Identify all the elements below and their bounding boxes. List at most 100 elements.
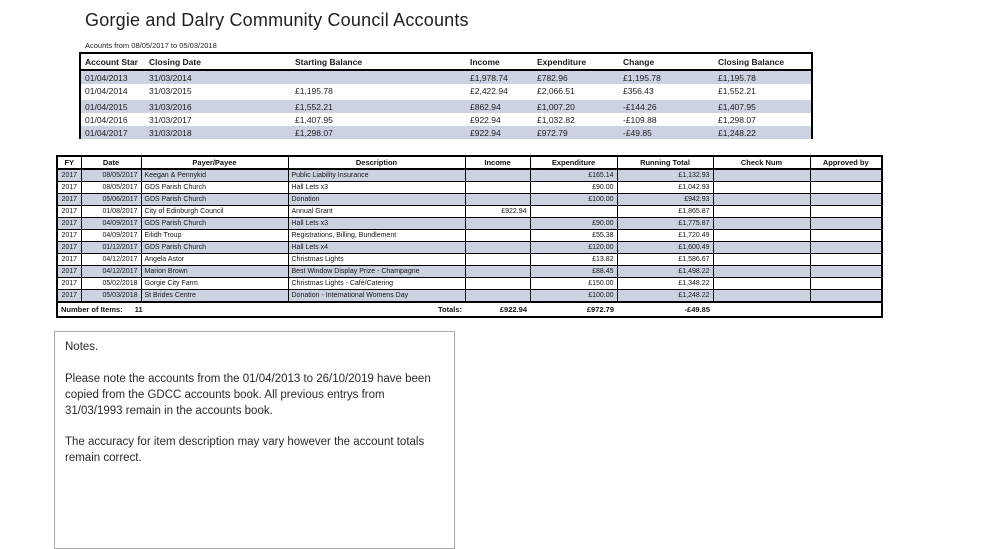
closing-date-cell: 31/03/2018 [145, 126, 291, 139]
description-cell: Hall Lets x3 [287, 217, 466, 230]
income-cell: £922.94 [466, 126, 533, 139]
ledger-row: 2017 08/05/2017 Keegan & Pennykid Public Li… [56, 168, 883, 182]
date-cell: 01/12/2017 [80, 241, 142, 254]
ledger-row: 2017 08/05/2017 GDS Parish Church Hall Lets… [56, 181, 883, 194]
date-cell: 08/05/2017 [80, 168, 142, 182]
expenditure-cell: £88.45 [529, 265, 618, 278]
summary-table-body: 01/04/2013 31/03/2014 £1,978.74 £782.96 £1,1… [81, 70, 811, 139]
approved-by-cell [809, 277, 883, 290]
running-total-cell: £1,865.87 [616, 205, 714, 218]
starting-balance-cell: £1,195.78 [295, 86, 333, 96]
expenditure-cell: £120.00 [529, 241, 618, 254]
approved-by-cell [809, 168, 883, 182]
summary-col-change: Change [619, 54, 714, 71]
fy-cell: 2017 [56, 289, 82, 303]
fy-cell: 2017 [56, 253, 82, 266]
running-total-cell: £1,586.67 [616, 253, 714, 266]
running-total-cell: £1,498.22 [616, 265, 714, 278]
income-cell: £922.94 [470, 115, 501, 125]
ledger-row: 2017 04/09/2017 Eilidh Troup Registrations,… [56, 229, 883, 242]
income-cell: £2,422.94 [470, 86, 508, 96]
income-cell [464, 277, 531, 290]
closing-balance-cell: £1,195.78 [714, 70, 811, 84]
change-cell: £1,195.78 [619, 70, 714, 84]
description-cell: Registrations, Billing, Bundlement [287, 229, 466, 242]
payer-payee-cell: Keegan & Pennykid [140, 168, 289, 182]
approved-by-cell [809, 181, 883, 194]
change-cell: -£49.85 [619, 126, 714, 139]
starting-balance-cell: £1,298.07 [291, 126, 466, 139]
expenditure-cell: £1,032.82 [537, 115, 575, 125]
payer-payee-cell: Gorgie City Farm [140, 277, 289, 290]
fy-cell: 2017 [56, 265, 82, 278]
income-cell [464, 217, 531, 230]
check-num-cell [712, 265, 811, 278]
date-cell: 04/12/2017 [80, 265, 142, 278]
payer-payee-cell: GDS Parish Church [140, 241, 289, 254]
fy-cell: 2017 [56, 168, 82, 182]
date-cell: 05/02/2018 [80, 277, 142, 290]
payer-payee-cell: GDS Parish Church [140, 181, 289, 194]
date-cell: 08/05/2017 [80, 181, 142, 194]
summary-row: 01/04/2015 31/03/2016 £1,552.21 £862.94 £1,0… [81, 100, 811, 113]
ledger-row: 2017 05/03/2018 St Brides Centre Donation -… [56, 289, 883, 303]
payer-payee-cell: City of Edinburgh Council [140, 205, 289, 218]
approved-by-total-cell [810, 301, 882, 317]
expenditure-cell: £100.00 [529, 193, 618, 206]
notes-box: Notes. Please note the accounts from the… [54, 331, 455, 549]
date-cell: 01/08/2017 [80, 205, 142, 218]
description-cell: Public Liability Insurance [287, 168, 466, 182]
page-title: Gorgie and Dalry Community Council Accou… [85, 10, 469, 30]
payer-payee-cell: St Brides Centre [140, 289, 289, 303]
starting-balance-cell: £1,407.95 [295, 115, 333, 125]
expenditure-cell: £2,066.51 [537, 86, 575, 96]
check-num-cell [712, 205, 811, 218]
fy-cell: 2017 [56, 181, 82, 194]
summary-header-row: Account Star Closing Date Starting Balan… [81, 54, 811, 71]
check-num-cell [712, 168, 811, 182]
income-cell [464, 253, 531, 266]
running-total-cell: £1,720.49 [616, 229, 714, 242]
summary-col-closing-date: Closing Date [145, 54, 291, 71]
summary-row: 01/04/2016 31/03/2017 £1,407.95 £922.94 £1,0… [81, 113, 811, 126]
payer-payee-cell: GDS Parish Church [140, 217, 289, 230]
items-count-label: Number of Items: [61, 305, 123, 314]
ledger-table: FY Date Payer/Payee Description Income E… [56, 155, 883, 318]
change-cell: -£144.26 [619, 100, 714, 113]
income-cell [464, 289, 531, 303]
summary-table: Account Star Closing Date Starting Balan… [81, 54, 811, 139]
expenditure-cell: £165.14 [529, 168, 618, 182]
check-num-cell [712, 217, 811, 230]
ledger-col-description: Description [287, 155, 466, 170]
summary-col-expenditure: Expenditure [533, 54, 619, 71]
income-cell [464, 265, 531, 278]
ledger-col-fy: FY [56, 155, 82, 170]
approved-by-cell [809, 205, 883, 218]
check-num-cell [712, 289, 811, 303]
ledger-items-count-cell: Number of Items: 11 [57, 301, 288, 317]
starting-balance-cell: £1,552.21 [291, 100, 466, 113]
income-total: £922.94 [465, 301, 530, 317]
change-cell: £356.43 [623, 86, 654, 96]
ledger-row: 2017 05/06/2017 GDS Parish Church Donation £… [56, 193, 883, 206]
ledger-row: 2017 01/12/2017 GDS Parish Church Hall Lets… [56, 241, 883, 254]
check-num-cell [712, 241, 811, 254]
ledger-col-income: Income [464, 155, 531, 170]
starting-balance-cell [291, 70, 466, 84]
summary-col-closing-balance: Closing Balance [714, 54, 811, 71]
fy-cell: 2017 [56, 241, 82, 254]
income-cell [464, 181, 531, 194]
running-total-cell: £1,775.87 [616, 217, 714, 230]
description-cell: Donation - International Womens Day [287, 289, 466, 303]
closing-date-cell: 31/03/2017 [149, 115, 192, 125]
ledger-header-row: FY Date Payer/Payee Description Income E… [56, 155, 883, 170]
income-cell [464, 241, 531, 254]
date-cell: 05/06/2017 [80, 193, 142, 206]
notes-paragraph: Please note the accounts from the 01/04/… [65, 372, 431, 417]
closing-balance-cell: £1,248.22 [714, 126, 811, 139]
payer-payee-cell: Marion Brown [140, 265, 289, 278]
ledger-table-container: FY Date Payer/Payee Description Income E… [56, 155, 883, 318]
summary-row: 01/04/2017 31/03/2018 £1,298.07 £922.94 £972… [81, 126, 811, 139]
approved-by-cell [809, 217, 883, 230]
ledger-col-date: Date [80, 155, 142, 170]
